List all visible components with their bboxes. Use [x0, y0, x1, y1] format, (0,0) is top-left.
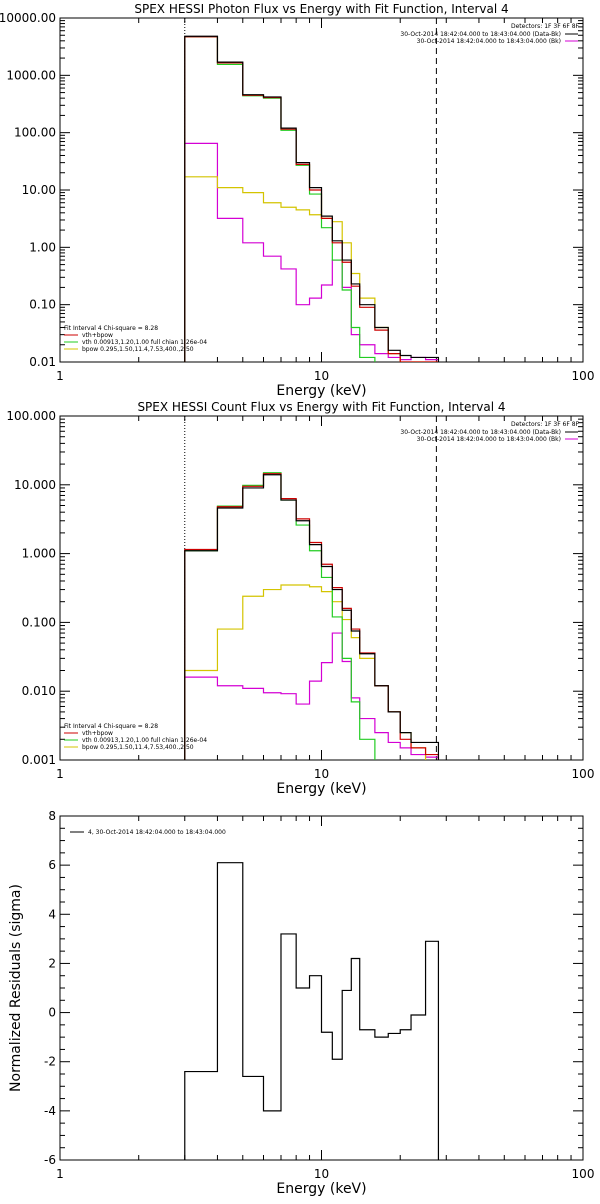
- x-tick-label: 100: [572, 369, 595, 383]
- chart-panel-2: 1 10 100 Energy (keV) 100.000 10.000 1.000 0.10…: [6, 400, 594, 797]
- x-tick-label: 10: [314, 767, 329, 781]
- x-tick-label: 10: [314, 1167, 329, 1181]
- series-bpow: [184, 176, 440, 362]
- y-tick-label: 2: [48, 956, 56, 970]
- y-tick-label: -4: [44, 1104, 56, 1118]
- y-tick-label: 100.000: [6, 409, 56, 423]
- series-vth-bpow: [184, 473, 440, 760]
- series-data-bk: [184, 474, 440, 760]
- y-tick-label: 0.001: [22, 753, 56, 767]
- chart-title: SPEX HESSI Count Flux vs Energy with Fit…: [137, 400, 505, 414]
- series-bk: [184, 142, 440, 362]
- x-axis-label: Energy (keV): [276, 781, 366, 797]
- y-tick-label: 8: [48, 809, 56, 823]
- legend-detectors: Detectors: 1F 3F 6F 8F: [511, 23, 580, 30]
- x-axis-label: Energy (keV): [276, 383, 366, 399]
- legend-entry: vth+bpow: [82, 730, 113, 737]
- x-tick-label: 100: [572, 1167, 595, 1181]
- data-series-group: [184, 35, 440, 362]
- x-tick-label: 100: [572, 767, 595, 781]
- legend-entry: vth 0.00913,1.20,1.00 full chian 1.26e-0…: [82, 339, 207, 346]
- legend-entry: 4, 30-Oct-2014 18:42:04.000 to 18:43:04.…: [88, 829, 226, 836]
- y-tick-label: 1.000: [22, 547, 56, 561]
- y-tick-label: 0: [48, 1006, 56, 1020]
- y-axis-label: Normalized Residuals (sigma): [8, 884, 24, 1092]
- legend-detectors: Detectors: 1F 3F 6F 8F: [511, 421, 580, 428]
- series-data-bk: [184, 35, 440, 362]
- y-tick-label: 10.00: [22, 183, 56, 197]
- legend-entry: 30-Oct-2014 18:42:04.000 to 18:43:04.000…: [400, 429, 561, 436]
- y-tick-label: 0.10: [29, 298, 56, 312]
- data-series-group: [184, 472, 440, 760]
- legend-entry: vth 0.00913,1.20,1.00 full chian 1.26e-0…: [82, 737, 207, 744]
- series-vth: [184, 36, 376, 362]
- y-tick-label: 1.00: [29, 240, 56, 254]
- x-axis-label: Energy (keV): [276, 1181, 366, 1197]
- legend-fit-header: Fit Interval 4 Chi-square = 8.28: [64, 723, 158, 730]
- legend-entry: bpow 0.295,1.50,11.4,7.53,400.,2.50: [82, 346, 194, 353]
- legend-entry: vth+bpow: [82, 332, 113, 339]
- y-tick-label: 100.00: [14, 126, 56, 140]
- y-tick-label: -6: [44, 1153, 56, 1167]
- series-residuals: [184, 862, 440, 1160]
- data-series-group: [184, 862, 440, 1160]
- y-tick-label: 1000.00: [6, 68, 56, 82]
- x-tick-label: 1: [56, 1167, 64, 1181]
- legend-entry: 30-Oct-2014 18:42:04.000 to 18:43:04.000…: [417, 436, 561, 443]
- legend-fit-header: Fit Interval 4 Chi-square = 8.28: [64, 325, 158, 332]
- y-tick-label: 10.000: [14, 478, 56, 492]
- y-tick-label: 4: [48, 907, 56, 921]
- x-tick-label: 1: [56, 369, 64, 383]
- y-tick-label: 0.100: [22, 615, 56, 629]
- series-vth: [184, 472, 376, 760]
- series-bk: [184, 632, 440, 760]
- y-tick-label: 10000.00: [0, 11, 56, 25]
- legend-entry: 30-Oct-2014 18:42:04.000 to 18:43:04.000…: [417, 38, 561, 45]
- series-vth-bpow: [184, 36, 440, 362]
- y-tick-label: 0.010: [22, 684, 56, 698]
- legend-entry: bpow 0.295,1.50,11.4,7.53,400.,2.50: [82, 744, 194, 751]
- legend-entry: 30-Oct-2014 18:42:04.000 to 18:43:04.000…: [400, 31, 561, 38]
- chart-panel-3: 1 10 100 Energy (keV) 8 6 4 2 0 -2 -4 -6 Normalized …: [8, 809, 594, 1197]
- x-tick-label: 1: [56, 767, 64, 781]
- y-tick-label: 6: [48, 858, 56, 872]
- x-tick-label: 10: [314, 369, 329, 383]
- y-tick-label: -2: [44, 1055, 56, 1069]
- chart-panel-1: 1 10 100 Energy (keV) 10000.00 1000.00 100.00 1…: [0, 2, 594, 399]
- chart-title: SPEX HESSI Photon Flux vs Energy with Fi…: [134, 2, 508, 16]
- y-tick-label: 0.01: [29, 355, 56, 369]
